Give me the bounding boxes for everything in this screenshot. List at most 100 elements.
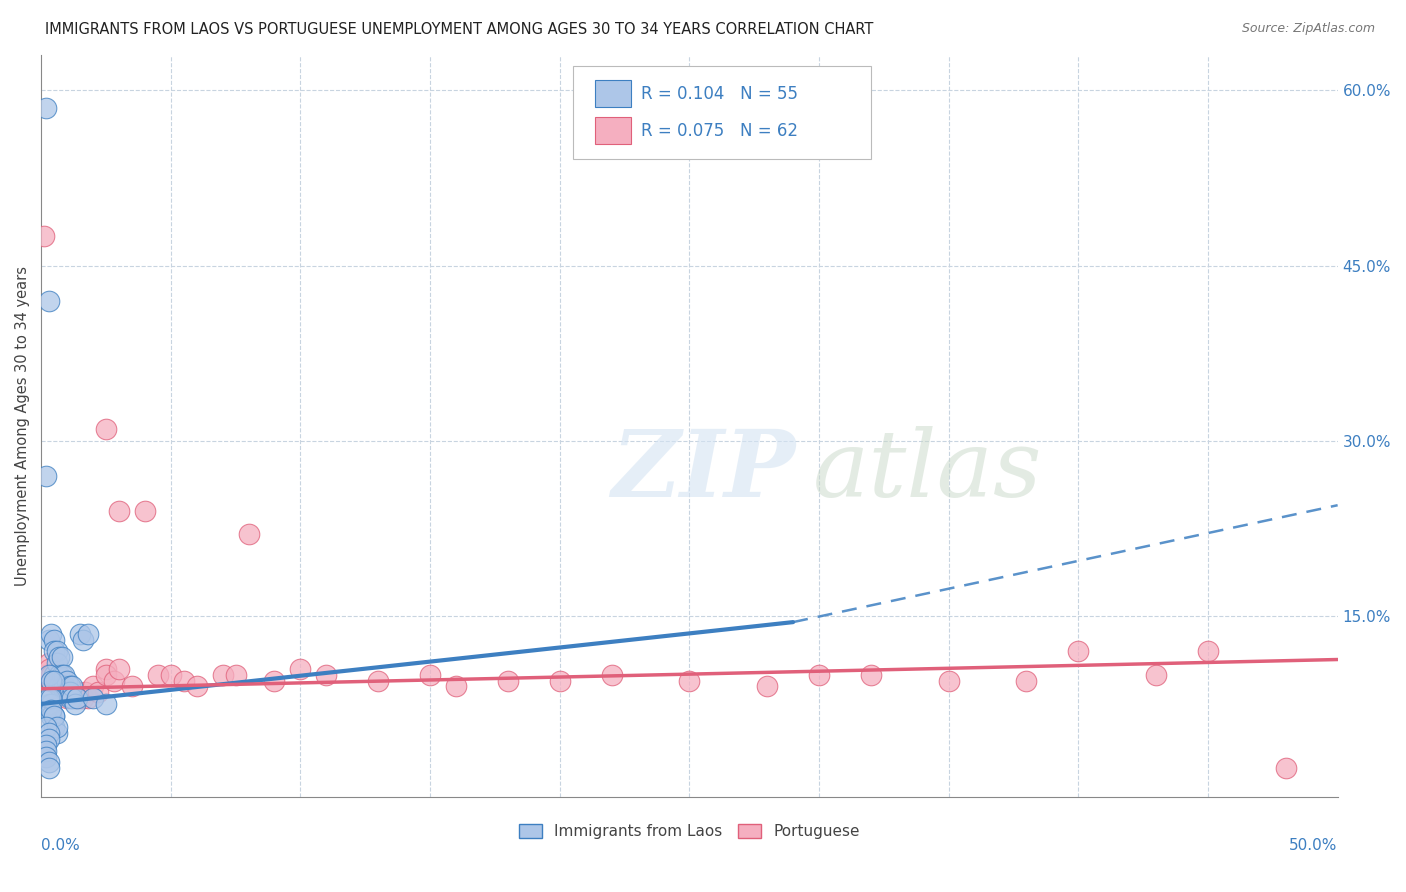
Point (444, 680, 467, 694)
Point (600, 667, 623, 681)
Point (38, 293, 60, 308)
Point (51, 667, 73, 681)
Point (53, 667, 76, 681)
Point (41, 673, 63, 688)
Point (59, 685, 82, 699)
Point (56, 685, 79, 699)
Point (69, 691, 91, 706)
Point (94, 662, 117, 676)
Point (69, 627, 91, 641)
Point (32, 229, 55, 244)
Point (56, 673, 79, 688)
Point (51, 680, 73, 694)
Point (66, 685, 89, 699)
Point (42, 632, 65, 647)
Point (94, 667, 117, 681)
Point (53, 685, 76, 699)
Point (35, 744, 58, 758)
Point (51, 650, 73, 665)
Point (60, 680, 83, 694)
Point (1015, 673, 1038, 688)
Point (76, 691, 98, 706)
Point (35, 703, 58, 717)
Point (211, 667, 233, 681)
Point (38, 761, 60, 775)
Point (159, 667, 181, 681)
Point (41, 708, 63, 723)
Point (263, 673, 285, 688)
Point (45, 720, 67, 734)
Point (66, 691, 89, 706)
Point (38, 667, 60, 681)
Point (76, 627, 98, 641)
Point (59, 691, 82, 706)
Point (59, 680, 82, 694)
Point (42, 673, 65, 688)
Point (42, 667, 65, 681)
Point (45, 667, 67, 681)
Text: R = 0.104   N = 55: R = 0.104 N = 55 (641, 85, 799, 103)
Point (35, 738, 58, 752)
Point (38, 662, 60, 676)
Point (48, 680, 70, 694)
Text: atlas: atlas (813, 425, 1042, 516)
Point (82, 691, 104, 706)
Point (38, 731, 60, 746)
Text: 50.0%: 50.0% (1289, 838, 1337, 854)
Point (42, 720, 65, 734)
Point (35, 749, 58, 764)
Point (38, 726, 60, 740)
Point (121, 680, 143, 694)
Point (1067, 644, 1090, 658)
Bar (595, 80, 631, 107)
Bar (595, 118, 631, 145)
Point (173, 673, 195, 688)
Point (419, 667, 441, 681)
Point (134, 504, 156, 518)
Point (35, 101, 58, 115)
Point (108, 662, 131, 676)
Point (87, 685, 110, 699)
Point (38, 697, 60, 711)
Point (41, 627, 63, 641)
Point (367, 673, 389, 688)
Point (48, 673, 70, 688)
Point (42, 644, 65, 658)
Text: R = 0.075   N = 62: R = 0.075 N = 62 (641, 122, 799, 140)
Point (35, 469, 58, 483)
FancyBboxPatch shape (572, 66, 870, 159)
Point (938, 673, 960, 688)
Text: ZIP: ZIP (612, 425, 796, 516)
Point (35, 667, 58, 681)
Point (225, 667, 247, 681)
Point (53, 680, 76, 694)
Point (496, 673, 519, 688)
Point (82, 680, 104, 694)
Text: 0.0%: 0.0% (41, 838, 80, 854)
Point (53, 680, 76, 694)
Point (756, 680, 779, 694)
Point (38, 632, 60, 647)
Point (186, 680, 208, 694)
Point (678, 673, 700, 688)
Point (108, 504, 131, 518)
Point (48, 667, 70, 681)
Point (1144, 667, 1167, 681)
Point (41, 673, 63, 688)
Point (42, 673, 65, 688)
Point (75, 685, 97, 699)
Point (94, 422, 117, 436)
Point (63, 691, 86, 706)
Text: Source: ZipAtlas.com: Source: ZipAtlas.com (1241, 22, 1375, 36)
Point (63, 697, 86, 711)
Point (56, 685, 79, 699)
Point (51, 680, 73, 694)
Point (72, 632, 94, 647)
Point (548, 673, 571, 688)
Point (808, 667, 831, 681)
Point (41, 691, 63, 706)
Point (1197, 644, 1219, 658)
Point (45, 656, 67, 670)
Point (51, 685, 73, 699)
Point (238, 527, 260, 541)
